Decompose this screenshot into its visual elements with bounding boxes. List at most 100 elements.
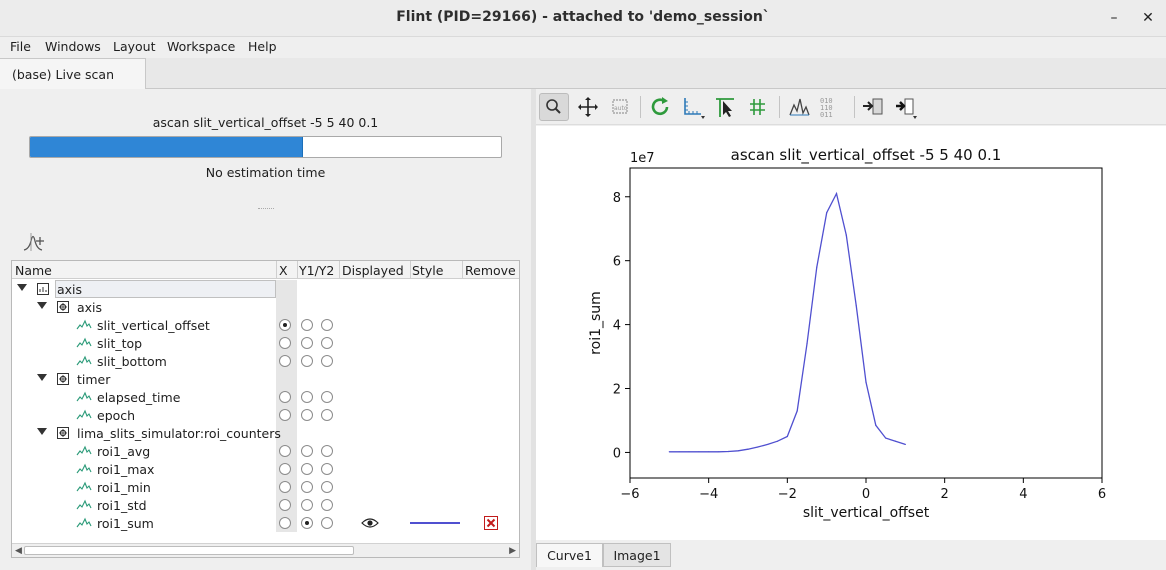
col-style[interactable]: Style	[412, 263, 444, 278]
tree-row-slit-top[interactable]: slit_top	[12, 334, 519, 352]
x-axis-radio[interactable]	[279, 517, 291, 529]
y2-axis-radio[interactable]	[321, 391, 333, 403]
y1-axis-radio[interactable]	[301, 463, 313, 475]
y2-axis-radio[interactable]	[321, 355, 333, 367]
y2-axis-radio[interactable]	[321, 481, 333, 493]
y2-axis-radio[interactable]	[321, 499, 333, 511]
x-axis-radio[interactable]	[279, 355, 291, 367]
autoscale-button[interactable]: auto	[605, 93, 635, 121]
data-point[interactable]	[845, 234, 847, 236]
y1-axis-radio[interactable]	[301, 499, 313, 511]
x-axis-radio[interactable]	[279, 391, 291, 403]
y1-axis-radio[interactable]	[301, 517, 313, 529]
tree-row-slit-bottom[interactable]: slit_bottom	[12, 352, 519, 370]
data-point[interactable]	[786, 435, 788, 438]
y1-axis-radio[interactable]	[301, 337, 313, 349]
tree-row-axis[interactable]: axis	[12, 280, 519, 298]
data-point[interactable]	[835, 192, 838, 195]
expand-arrow-icon[interactable]	[37, 302, 47, 309]
y2-axis-radio[interactable]	[321, 445, 333, 457]
plot-area[interactable]: ascan slit_vertical_offset -5 5 40 0.1 1e…	[536, 126, 1166, 540]
tree-row-timer[interactable]: timer	[12, 370, 519, 388]
reset-zoom-button[interactable]	[645, 93, 675, 121]
tab-image1[interactable]: Image1	[603, 543, 671, 567]
export-button[interactable]	[858, 93, 888, 121]
x-axis-radio[interactable]	[279, 337, 291, 349]
y1-axis-radio[interactable]	[301, 445, 313, 457]
expand-arrow-icon[interactable]	[17, 284, 27, 291]
curve-style-swatch[interactable]	[410, 522, 460, 524]
curve-fit-icon[interactable]	[22, 229, 46, 253]
data-point[interactable]	[894, 440, 897, 442]
tree-row-roi1-std[interactable]: roi1_std	[12, 496, 519, 514]
menu-file[interactable]: File	[10, 39, 31, 54]
pan-mode-button[interactable]	[573, 93, 603, 121]
expand-arrow-icon[interactable]	[37, 428, 47, 435]
tree-row-lima-slits-simulator-roi-counters[interactable]: lima_slits_simulator:roi_counters	[12, 424, 519, 442]
zoom-mode-button[interactable]	[539, 93, 569, 121]
data-point[interactable]	[875, 424, 877, 426]
data-point[interactable]	[865, 381, 867, 383]
col-y1y2[interactable]: Y1/Y2	[299, 263, 335, 278]
y1-axis-radio[interactable]	[301, 391, 313, 403]
data-point[interactable]	[757, 446, 759, 448]
x-axis-radio[interactable]	[279, 409, 291, 421]
data-point[interactable]	[747, 448, 749, 450]
data-point[interactable]	[776, 440, 779, 442]
splitter-grip[interactable]	[258, 208, 274, 210]
data-point[interactable]	[727, 450, 729, 453]
series-line-roi1-sum[interactable]	[669, 191, 906, 453]
curve-style-button[interactable]	[784, 93, 814, 121]
remove-icon[interactable]	[484, 516, 498, 530]
col-name[interactable]: Name	[15, 263, 52, 278]
data-point[interactable]	[826, 212, 828, 214]
scroll-right-arrow[interactable]: ▶	[509, 546, 516, 556]
x-axis-radio[interactable]	[279, 463, 291, 475]
data-point[interactable]	[816, 266, 818, 268]
data-point[interactable]	[688, 451, 690, 453]
main-splitter[interactable]	[531, 89, 536, 570]
y1-axis-radio[interactable]	[301, 355, 313, 367]
line-chart[interactable]: ascan slit_vertical_offset -5 5 40 0.1 1e…	[536, 126, 1166, 540]
data-point[interactable]	[767, 443, 769, 446]
y2-axis-radio[interactable]	[321, 409, 333, 421]
data-point[interactable]	[855, 304, 857, 307]
y1-axis-radio[interactable]	[301, 409, 313, 421]
tree-hscroll-thumb[interactable]	[24, 546, 354, 555]
crosshair-button[interactable]	[710, 93, 740, 121]
data-point[interactable]	[806, 343, 808, 345]
tree-hscrollbar[interactable]: ◀ ▶	[12, 543, 519, 557]
tab-live-scan[interactable]: (base) Live scan	[0, 58, 146, 89]
tree-row-roi1-max[interactable]: roi1_max	[12, 460, 519, 478]
x-axis-radio[interactable]	[279, 481, 291, 493]
menu-workspace[interactable]: Workspace	[167, 39, 236, 54]
scroll-left-arrow[interactable]: ◀	[15, 546, 22, 556]
open-in-button[interactable]	[892, 93, 922, 121]
tree-row-axis[interactable]: axis	[12, 298, 519, 316]
data-point[interactable]	[708, 451, 710, 453]
close-window-button[interactable]: ✕	[1142, 10, 1154, 26]
menu-windows[interactable]: Windows	[45, 39, 101, 54]
data-point[interactable]	[717, 451, 720, 453]
y2-axis-radio[interactable]	[321, 319, 333, 331]
data-point[interactable]	[698, 451, 700, 453]
x-axis-radio[interactable]	[279, 499, 291, 511]
y1-axis-radio[interactable]	[301, 319, 313, 331]
tree-row-slit-vertical-offset[interactable]: slit_vertical_offset	[12, 316, 519, 334]
menu-help[interactable]: Help	[248, 39, 277, 54]
axis-options-button[interactable]	[677, 93, 707, 121]
data-point[interactable]	[904, 443, 906, 446]
x-axis-radio[interactable]	[279, 319, 291, 331]
tree-row-roi1-sum[interactable]: roi1_sum	[12, 514, 519, 532]
col-x[interactable]: X	[279, 263, 288, 278]
eye-icon[interactable]	[361, 517, 379, 529]
col-remove[interactable]: Remove	[465, 263, 516, 278]
menu-layout[interactable]: Layout	[113, 39, 156, 54]
data-point[interactable]	[885, 437, 887, 439]
y1-axis-radio[interactable]	[301, 481, 313, 493]
expand-arrow-icon[interactable]	[37, 374, 47, 381]
tree-row-roi1-avg[interactable]: roi1_avg	[12, 442, 519, 460]
y2-axis-radio[interactable]	[321, 337, 333, 349]
y2-axis-radio[interactable]	[321, 517, 333, 529]
tree-row-epoch[interactable]: epoch	[12, 406, 519, 424]
